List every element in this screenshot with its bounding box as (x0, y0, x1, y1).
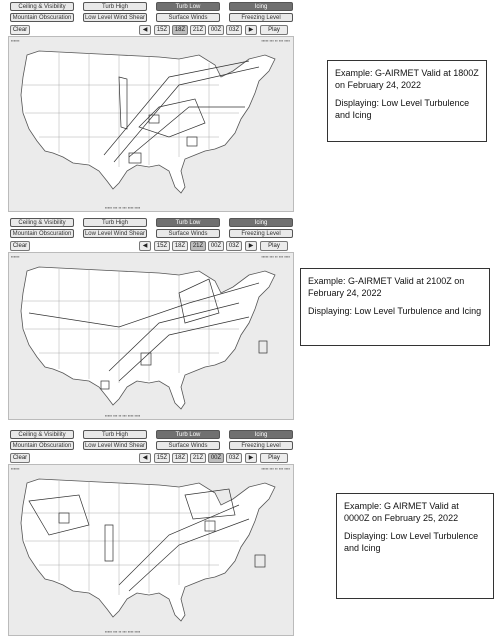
map-header-right: ▪▪▪▪▪ ▪▪▪ ▪▪ ▪▪▪ ▪▪▪▪ (261, 38, 290, 43)
time-00z-button[interactable]: 00Z (208, 25, 224, 35)
time-15z-button[interactable]: 15Z (154, 25, 170, 35)
clear-button[interactable]: Clear (10, 25, 30, 35)
tab-surface-winds[interactable]: Surface Winds (156, 229, 220, 238)
time-18z-button[interactable]: 18Z (172, 453, 188, 463)
product-tabs-row2: Mountain Obscuration Low Level Wind Shea… (8, 229, 294, 239)
gairmet-areas (28, 488, 266, 592)
time-21z-button[interactable]: 21Z (190, 25, 206, 35)
callout-3: Example: G AIRMET Valid at 0000Z on Febr… (336, 493, 494, 599)
time-18z-button[interactable]: 18Z (172, 25, 188, 35)
callout-2: Example: G-AIRMET Valid at 2100Z on Febr… (300, 268, 490, 346)
map-header-left: ▪▪▪▪▪▪ (11, 466, 20, 471)
prev-button[interactable]: ◀ (139, 25, 151, 35)
right-triangle-icon: ▶ (248, 455, 254, 461)
time-21z-button[interactable]: 21Z (190, 241, 206, 251)
tab-mountain-obscuration[interactable]: Mountain Obscuration (10, 441, 74, 450)
us-map (20, 478, 276, 622)
us-map (20, 50, 276, 194)
tab-turb-high[interactable]: Turb High (83, 218, 147, 227)
tab-turb-high[interactable]: Turb High (83, 430, 147, 439)
product-tabs-row2: Mountain Obscuration Low Level Wind Shea… (8, 441, 294, 451)
next-button[interactable]: ▶ (245, 25, 257, 35)
gairmet-panel-1: Ceiling & Visibility Turb High Turb Low … (8, 2, 294, 214)
tab-low-level-wind-shear[interactable]: Low Level Wind Shear (83, 13, 147, 22)
next-button[interactable]: ▶ (245, 453, 257, 463)
callout-1-subtitle: Displaying: Low Level Turbulence and Ici… (335, 98, 470, 120)
time-controls: Clear ◀ 15Z 18Z 21Z 00Z 03Z ▶ Play (8, 241, 294, 251)
prev-button[interactable]: ◀ (139, 453, 151, 463)
tab-ceiling-visibility[interactable]: Ceiling & Visibility (10, 2, 74, 11)
tab-low-level-wind-shear[interactable]: Low Level Wind Shear (83, 441, 147, 450)
time-15z-button[interactable]: 15Z (154, 453, 170, 463)
play-button[interactable]: Play (260, 25, 288, 35)
next-button[interactable]: ▶ (245, 241, 257, 251)
time-00z-button[interactable]: 00Z (208, 453, 224, 463)
time-00z-button[interactable]: 00Z (208, 241, 224, 251)
time-controls: Clear ◀ 15Z 18Z 21Z 00Z 03Z ▶ Play (8, 453, 294, 463)
product-tabs-row1: Ceiling & Visibility Turb High Turb Low … (8, 218, 294, 228)
map-footer: ▪▪▪▪▪ ▪▪▪ ▪▪ ▪▪▪ ▪▪▪▪ ▪▪▪▪ (105, 205, 141, 210)
left-triangle-icon: ◀ (142, 27, 148, 33)
tab-icing[interactable]: Icing (229, 2, 293, 11)
conus-outline (20, 478, 276, 622)
tab-freezing-level[interactable]: Freezing Level (229, 441, 293, 450)
time-21z-button[interactable]: 21Z (190, 453, 206, 463)
tab-ceiling-visibility[interactable]: Ceiling & Visibility (10, 218, 74, 227)
product-tabs-row1: Ceiling & Visibility Turb High Turb Low … (8, 2, 294, 12)
tab-turb-low[interactable]: Turb Low (156, 218, 220, 227)
clear-button[interactable]: Clear (10, 453, 30, 463)
tab-icing[interactable]: Icing (229, 218, 293, 227)
callout-3-title: Example: G AIRMET Valid at 0000Z on Febr… (344, 501, 459, 523)
map-area[interactable]: ▪▪▪▪▪▪ ▪▪▪▪▪ ▪▪▪ ▪▪ ▪▪▪ ▪▪▪▪ ▪▪▪▪▪ ▪▪▪ ▪… (8, 252, 294, 420)
callout-2-subtitle: Displaying: Low Level Turbulence and Ici… (308, 306, 482, 316)
right-triangle-icon: ▶ (248, 243, 254, 249)
tab-freezing-level[interactable]: Freezing Level (229, 229, 293, 238)
time-controls: Clear ◀ 15Z 18Z 21Z 00Z 03Z ▶ Play (8, 25, 294, 35)
time-15z-button[interactable]: 15Z (154, 241, 170, 251)
play-button[interactable]: Play (260, 241, 288, 251)
tab-icing[interactable]: Icing (229, 430, 293, 439)
conus-outline (20, 266, 276, 410)
map-header-left: ▪▪▪▪▪▪ (11, 38, 20, 43)
tab-ceiling-visibility[interactable]: Ceiling & Visibility (10, 430, 74, 439)
left-triangle-icon: ◀ (142, 243, 148, 249)
tab-freezing-level[interactable]: Freezing Level (229, 13, 293, 22)
callout-2-title: Example: G-AIRMET Valid at 2100Z on Febr… (308, 276, 465, 298)
gairmet-areas (28, 278, 268, 390)
map-header-left: ▪▪▪▪▪▪ (11, 254, 20, 259)
map-footer: ▪▪▪▪▪ ▪▪▪ ▪▪ ▪▪▪ ▪▪▪▪ ▪▪▪▪ (105, 413, 141, 418)
left-triangle-icon: ◀ (142, 455, 148, 461)
right-triangle-icon: ▶ (248, 27, 254, 33)
map-footer: ▪▪▪▪▪ ▪▪▪ ▪▪ ▪▪▪ ▪▪▪▪ ▪▪▪▪ (105, 629, 141, 634)
map-area[interactable]: ▪▪▪▪▪▪ ▪▪▪▪▪ ▪▪▪ ▪▪ ▪▪▪ ▪▪▪▪ ▪▪▪▪▪ ▪▪▪ ▪… (8, 464, 294, 636)
tab-turb-high[interactable]: Turb High (83, 2, 147, 11)
play-button[interactable]: Play (260, 453, 288, 463)
clear-button[interactable]: Clear (10, 241, 30, 251)
callout-1: Example: G-AIRMET Valid at 1800Z on Febr… (327, 60, 487, 142)
map-area[interactable]: ▪▪▪▪▪▪ ▪▪▪▪▪ ▪▪▪ ▪▪ ▪▪▪ ▪▪▪▪ ▪▪▪▪▪ ▪▪▪ ▪… (8, 36, 294, 212)
tab-surface-winds[interactable]: Surface Winds (156, 441, 220, 450)
callout-3-subtitle: Displaying: Low Level Turbulence and Ici… (344, 531, 479, 553)
prev-button[interactable]: ◀ (139, 241, 151, 251)
time-03z-button[interactable]: 03Z (226, 25, 242, 35)
tab-mountain-obscuration[interactable]: Mountain Obscuration (10, 229, 74, 238)
callout-1-title: Example: G-AIRMET Valid at 1800Z on Febr… (335, 68, 479, 90)
gairmet-panel-3: Ceiling & Visibility Turb High Turb Low … (8, 430, 294, 638)
time-03z-button[interactable]: 03Z (226, 241, 242, 251)
gairmet-areas (103, 60, 260, 164)
gairmet-panel-2: Ceiling & Visibility Turb High Turb Low … (8, 218, 294, 422)
time-18z-button[interactable]: 18Z (172, 241, 188, 251)
product-tabs-row1: Ceiling & Visibility Turb High Turb Low … (8, 430, 294, 440)
map-header-right: ▪▪▪▪▪ ▪▪▪ ▪▪ ▪▪▪ ▪▪▪▪ (261, 466, 290, 471)
time-03z-button[interactable]: 03Z (226, 453, 242, 463)
tab-turb-low[interactable]: Turb Low (156, 2, 220, 11)
product-tabs-row2: Mountain Obscuration Low Level Wind Shea… (8, 13, 294, 23)
tab-surface-winds[interactable]: Surface Winds (156, 13, 220, 22)
map-header-right: ▪▪▪▪▪ ▪▪▪ ▪▪ ▪▪▪ ▪▪▪▪ (261, 254, 290, 259)
tab-turb-low[interactable]: Turb Low (156, 430, 220, 439)
us-map (20, 266, 276, 410)
tab-low-level-wind-shear[interactable]: Low Level Wind Shear (83, 229, 147, 238)
tab-mountain-obscuration[interactable]: Mountain Obscuration (10, 13, 74, 22)
